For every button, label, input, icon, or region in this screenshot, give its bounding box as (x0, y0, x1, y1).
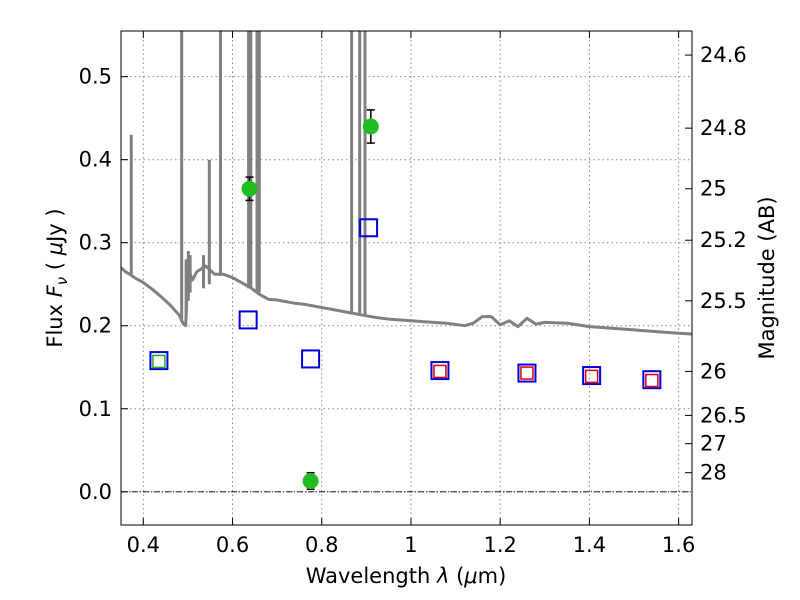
model-red-square (520, 366, 534, 380)
model-blue-square (517, 363, 537, 383)
model-blue-square (582, 366, 602, 386)
observed-point (362, 118, 379, 135)
x-tick-label: 1.2 (483, 533, 516, 557)
model-blue-square (238, 310, 258, 330)
model-blue-square (642, 370, 662, 390)
y-axis-label-part: F (43, 284, 67, 297)
y-tick-label: 0.1 (79, 397, 112, 421)
y-tick-label: 0.2 (79, 314, 112, 338)
tick-layer: 0.4 0.6 0.8 1 1.2 1.4 1.6 0.0 0.1 0.2 0.3 0.4 0.5 24.… (79, 31, 747, 557)
data-layer (121, 31, 692, 491)
model-blue-square (359, 218, 379, 238)
x-tick-label: 0.4 (127, 533, 160, 557)
y2-axis-label: Magnitude (AB) (755, 196, 779, 359)
grid-layer (121, 31, 692, 525)
plot-background (121, 31, 692, 525)
model-blue-square (301, 349, 321, 369)
observed-point (302, 472, 319, 489)
y2-tick-label: 26 (700, 359, 727, 383)
model-green-square (152, 354, 166, 369)
y2-tick-label: 25 (700, 177, 727, 201)
y-axis-label: Flux Fν ( μJy ) (43, 208, 71, 347)
y2-tick-label: 24.8 (700, 116, 747, 140)
model-blue-square (149, 351, 169, 371)
x-axis-label-part: ( (449, 564, 464, 588)
x-tick-label: 1.6 (662, 533, 695, 557)
observed-point (241, 180, 258, 197)
y-tick-label: 0.4 (79, 148, 112, 172)
x-tick-label: 0.6 (216, 533, 249, 557)
y-axis-label-part: μ (43, 242, 67, 256)
x-axis-label-part: Wavelength (306, 564, 437, 588)
x-axis-label-part: λ (436, 564, 449, 588)
plot-frame (120, 30, 693, 526)
y2-tick-label: 26.5 (700, 403, 747, 427)
y2-tick-label: 28 (700, 461, 727, 485)
label-layer: Wavelength λ (μm) Flux Fν ( μJy ) Magnit… (43, 196, 779, 588)
x-tick-label: 1 (404, 533, 417, 557)
x-axis-label-part: μ (463, 564, 477, 588)
y-axis-label-part: ( (43, 255, 67, 277)
model-red-square (645, 373, 659, 388)
sed-continuum-line (121, 264, 692, 336)
x-tick-label: 0.8 (305, 533, 338, 557)
x-axis-label: Wavelength λ (μm) (306, 564, 507, 588)
model-blue-square (430, 361, 450, 381)
y-tick-label: 0.3 (79, 231, 112, 255)
y-axis-label-part: Flux (43, 297, 67, 347)
y2-tick-label: 27 (700, 432, 727, 456)
y-axis-label-part: Jy ) (43, 208, 67, 244)
y-tick-label: 0.0 (79, 480, 112, 504)
x-axis-label-part: m) (478, 564, 507, 588)
x-tick-label: 1.4 (573, 533, 606, 557)
model-red-square (584, 369, 599, 384)
y2-tick-label: 25.5 (700, 289, 747, 313)
y2-tick-label: 25.2 (700, 228, 747, 252)
y-axis-label-part: ν (53, 277, 71, 285)
model-red-square (433, 364, 447, 379)
y-tick-label: 0.5 (79, 65, 112, 89)
y2-tick-label: 24.6 (700, 43, 747, 67)
